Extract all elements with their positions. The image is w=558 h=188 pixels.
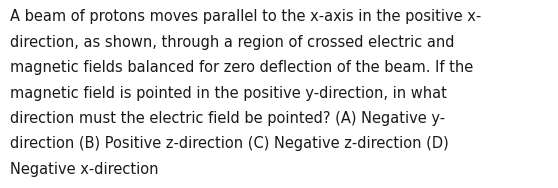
Text: magnetic field is pointed in the positive y-direction, in what: magnetic field is pointed in the positiv… <box>10 86 447 101</box>
Text: A beam of protons moves parallel to the x-axis in the positive x-: A beam of protons moves parallel to the … <box>10 9 482 24</box>
Text: direction must the electric field be pointed? (A) Negative y-: direction must the electric field be poi… <box>10 111 445 126</box>
Text: direction (B) Positive z-direction (C) Negative z-direction (D): direction (B) Positive z-direction (C) N… <box>10 136 449 151</box>
Text: magnetic fields balanced for zero deflection of the beam. If the: magnetic fields balanced for zero deflec… <box>10 60 473 75</box>
Text: direction, as shown, through a region of crossed electric and: direction, as shown, through a region of… <box>10 35 455 50</box>
Text: Negative x-direction: Negative x-direction <box>10 162 158 177</box>
